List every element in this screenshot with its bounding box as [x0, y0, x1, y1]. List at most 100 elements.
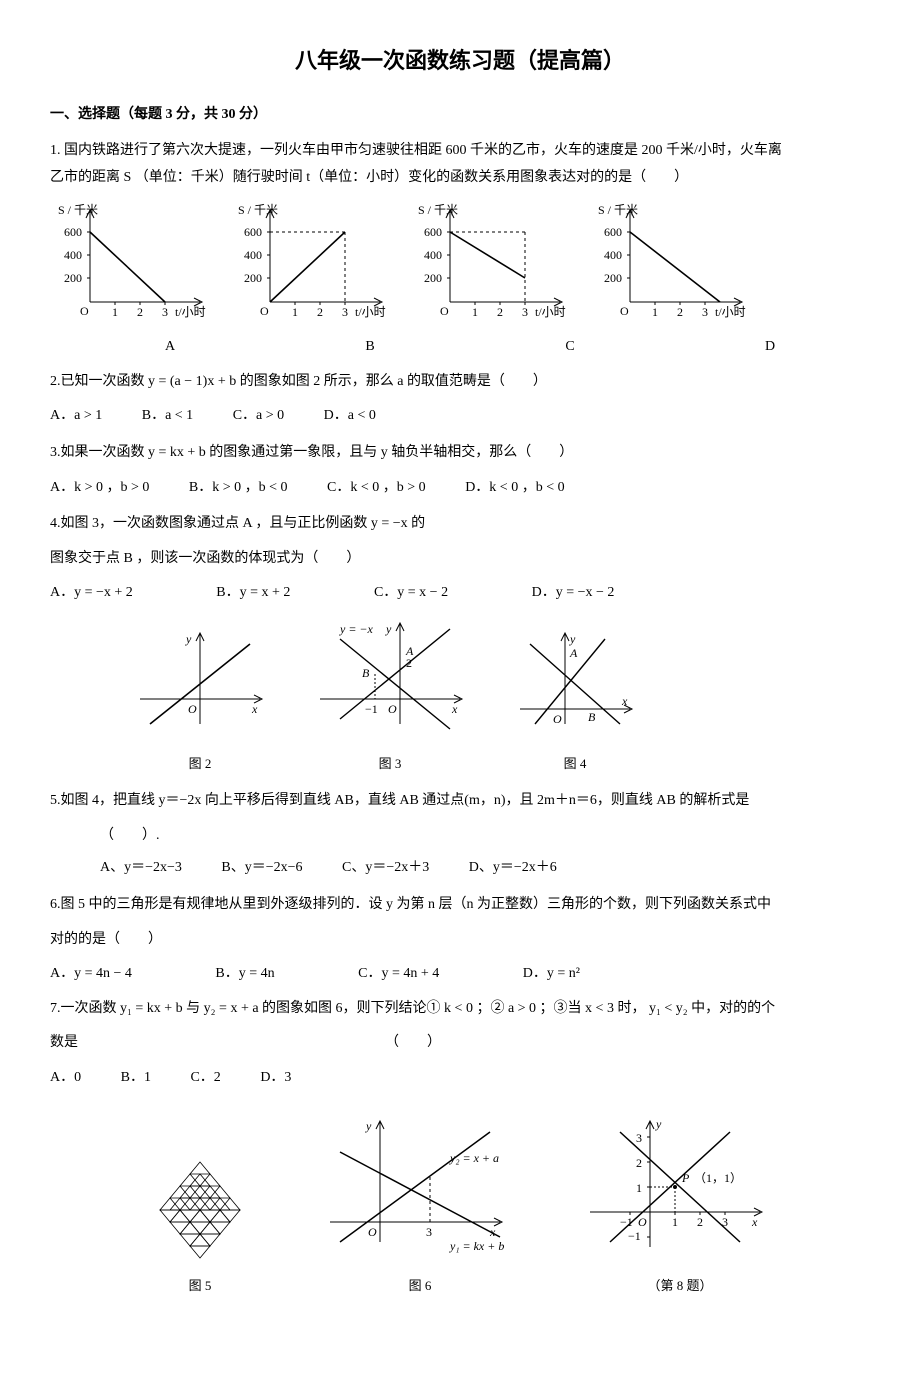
svg-text:x: x	[451, 702, 458, 716]
q1-stem-b: 乙市的距离 S （单位：千米）随行驶时间 t（单位：小时）变化的函数关系用图象表…	[50, 165, 870, 192]
svg-text:O: O	[638, 1215, 647, 1229]
svg-text:600: 600	[64, 225, 82, 239]
svg-text:600: 600	[604, 225, 622, 239]
chart-c: S / 千米 O 600 400 200 1 2 3 t/小时	[410, 202, 580, 331]
svg-text:200: 200	[604, 271, 622, 285]
svg-text:t/小时: t/小时	[175, 305, 206, 319]
svg-text:O: O	[188, 702, 197, 716]
figure-2: Oxy 图 2	[130, 629, 270, 776]
svg-text:（1，1）: （1，1）	[694, 1171, 742, 1185]
svg-text:P: P	[681, 1171, 690, 1185]
svg-text:y: y	[365, 1119, 372, 1133]
svg-text:2: 2	[406, 656, 412, 670]
figure-8: Oxy −1 1 2 3 1 2 3 −1 P（1，1） （第 8 题）	[580, 1112, 780, 1299]
svg-text:A: A	[569, 646, 578, 660]
q1-stem-a: 1. 国内铁路进行了第六次大提速，一列火车由甲市匀速驶往相距 600 千米的乙市…	[50, 138, 870, 165]
question-7a: 7.一次函数 y₁ = kx + b 与 y₂ = x + a 的图象如图 6，…	[50, 996, 870, 1023]
q5-opt-b: B、y＝−2x−6	[221, 855, 302, 882]
svg-text:x: x	[621, 694, 628, 708]
svg-text:O: O	[553, 712, 562, 726]
svg-text:O: O	[80, 304, 89, 318]
svg-text:3: 3	[342, 305, 348, 319]
svg-text:2: 2	[697, 1215, 703, 1229]
svg-text:400: 400	[424, 248, 442, 262]
figure-6: Oxy y₂ = x + a y₁ = kx + b 3 图 6	[320, 1112, 520, 1299]
svg-text:−1: −1	[365, 702, 378, 716]
q2-opt-c: C．a > 0	[233, 403, 284, 430]
svg-text:y₁ = kx + b: y₁ = kx + b	[449, 1239, 504, 1253]
svg-text:y₂ = x + a: y₂ = x + a	[449, 1151, 499, 1165]
q5-options: A、y＝−2x−3 B、y＝−2x−6 C、y＝−2x＋3 D、y＝−2x＋6	[50, 855, 870, 882]
svg-text:B: B	[362, 666, 370, 680]
svg-text:t/小时: t/小时	[355, 305, 386, 319]
svg-text:x: x	[751, 1215, 758, 1229]
q7-opt-c: C．2	[190, 1065, 220, 1092]
q5-opt-c: C、y＝−2x＋3	[342, 855, 429, 882]
svg-text:O: O	[620, 304, 629, 318]
q3-opt-a: A．k > 0 ，b > 0	[50, 475, 149, 502]
svg-text:400: 400	[244, 248, 262, 262]
svg-text:1: 1	[636, 1181, 642, 1195]
svg-text:−1: −1	[628, 1229, 641, 1243]
q6-options: A．y = 4n − 4 B．y = 4n C．y = 4n + 4 D．y =…	[50, 961, 870, 988]
svg-text:2: 2	[137, 305, 143, 319]
svg-text:3: 3	[426, 1225, 432, 1239]
svg-text:y: y	[655, 1117, 662, 1131]
svg-text:2: 2	[677, 305, 683, 319]
svg-text:O: O	[440, 304, 449, 318]
q5-opt-d: D、y＝−2x＋6	[469, 855, 557, 882]
section-heading: 一、选择题（每题 3 分，共 30 分）	[50, 102, 870, 129]
svg-text:B: B	[588, 710, 596, 724]
question-5: 5.如图 4，把直线 y＝−2x 向上平移后得到直线 AB，直线 AB 通过点(…	[50, 788, 870, 815]
page-title: 八年级一次函数练习题（提高篇）	[50, 40, 870, 82]
svg-text:O: O	[260, 304, 269, 318]
q6-opt-d: D．y = n²	[523, 961, 580, 988]
q6-opt-a: A．y = 4n − 4	[50, 961, 132, 988]
svg-text:O: O	[388, 702, 397, 716]
svg-text:400: 400	[604, 248, 622, 262]
q3-opt-b: B．k > 0 ，b < 0	[189, 475, 288, 502]
svg-text:2: 2	[636, 1156, 642, 1170]
svg-text:y: y	[569, 632, 576, 646]
q3-options: A．k > 0 ，b > 0 B．k > 0 ，b < 0 C．k < 0 ，b…	[50, 475, 870, 502]
svg-text:200: 200	[64, 271, 82, 285]
q2-opt-b: B．a < 1	[142, 403, 193, 430]
q2-options: A．a > 1 B．a < 1 C．a > 0 D．a < 0	[50, 403, 870, 430]
q7-opt-a: A．0	[50, 1065, 81, 1092]
question-6a: 6.图 5 中的三角形是有规律地从里到外逐级排列的．设 y 为第 n 层（n 为…	[50, 892, 870, 919]
q2-opt-a: A．a > 1	[50, 403, 102, 430]
svg-text:200: 200	[424, 271, 442, 285]
q7-options: A．0 B．1 C．2 D．3	[50, 1065, 870, 1092]
q1-charts: S / 千米 O 600 400 200 1 2 3 t/小时 S / 千米 O…	[50, 202, 870, 331]
svg-text:y: y	[385, 622, 392, 636]
svg-text:2: 2	[317, 305, 323, 319]
q4-opt-c: C．y = x − 2	[374, 580, 448, 607]
q3-opt-c: C．k < 0 ，b > 0	[327, 475, 426, 502]
question-2: 2.已知一次函数 y = (a − 1)x + b 的图象如图 2 所示，那么 …	[50, 369, 870, 396]
svg-text:3: 3	[702, 305, 708, 319]
svg-text:1: 1	[672, 1215, 678, 1229]
svg-text:y: y	[185, 632, 192, 646]
q4-opt-a: A．y = −x + 2	[50, 580, 133, 607]
q7-opt-b: B．1	[121, 1065, 151, 1092]
svg-text:3: 3	[636, 1131, 642, 1145]
q4-opt-b: B．y = x + 2	[216, 580, 290, 607]
svg-text:t/小时: t/小时	[715, 305, 746, 319]
svg-text:400: 400	[64, 248, 82, 262]
svg-text:3: 3	[522, 305, 528, 319]
question-6b: 对的的是（ ）	[50, 927, 870, 954]
svg-text:y = −x: y = −x	[339, 622, 374, 636]
q1-chart-labels: A B C D	[70, 334, 870, 361]
q2-opt-d: D．a < 0	[324, 403, 376, 430]
figures-2-3-4: Oxy 图 2 Oxy y = −x A2 B −1 图 3 Oxy	[50, 619, 870, 776]
svg-text:200: 200	[244, 271, 262, 285]
svg-text:3: 3	[162, 305, 168, 319]
q5-blank: （ ）.	[50, 823, 870, 850]
q3-opt-d: D．k < 0 ，b < 0	[465, 475, 564, 502]
svg-text:1: 1	[292, 305, 298, 319]
figure-3: Oxy y = −x A2 B −1 图 3	[310, 619, 470, 776]
q4-opt-d: D．y = −x − 2	[532, 580, 615, 607]
svg-text:O: O	[368, 1225, 377, 1239]
q7-opt-d: D．3	[260, 1065, 291, 1092]
svg-text:t/小时: t/小时	[535, 305, 566, 319]
